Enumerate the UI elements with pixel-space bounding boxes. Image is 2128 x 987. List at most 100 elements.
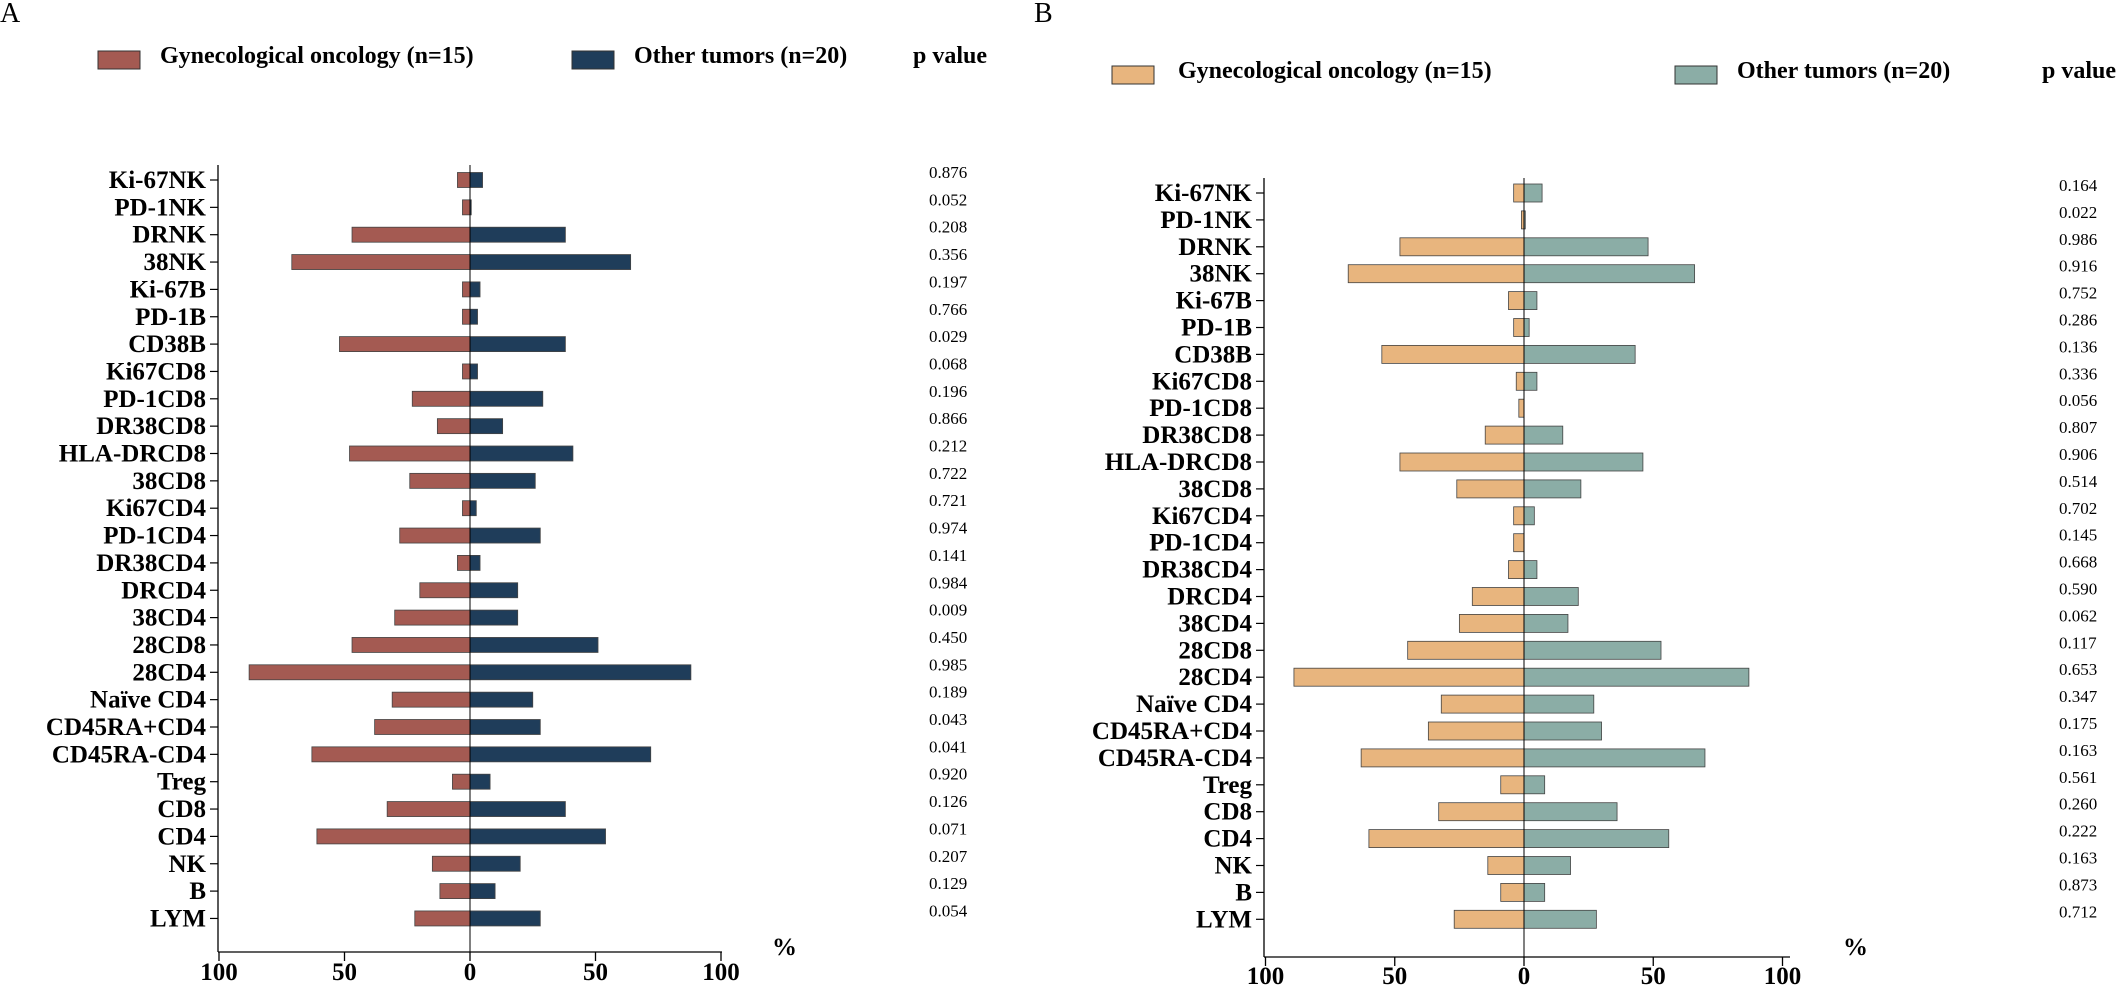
panel-b-pvalue: 0.752 [2059, 284, 2097, 303]
panel-b-x-tick-label: 50 [1382, 963, 1407, 987]
panel-b-pvalue: 0.873 [2059, 875, 2097, 894]
panel-b-category-label: CD45RA+CD4 [1092, 718, 1253, 745]
panel-b-bar-other [1523, 318, 1530, 337]
panel-b-category-label: DRCD4 [1167, 584, 1252, 611]
panel-b-bar-other [1523, 856, 1571, 875]
panel-b-pvalue: 0.260 [2059, 795, 2097, 814]
panel-b-bar-other [1523, 883, 1546, 902]
panel-b-category-label: NK [1215, 853, 1253, 880]
panel-a-bar-other [469, 472, 536, 489]
panel-a-pvalue: 0.129 [929, 874, 967, 893]
panel-a-bar-gyn [351, 637, 471, 653]
panel-b-pvalue: 0.916 [2059, 257, 2097, 276]
panel-b-pvalue: 0.145 [2059, 526, 2097, 545]
panel-a-bar-other [469, 363, 478, 380]
panel-a-category-label: Ki67CD8 [106, 358, 206, 385]
panel-b-pvalue: 0.906 [2059, 445, 2097, 464]
panel-b-bar-other [1523, 371, 1538, 391]
panel-b-category-label: B [1235, 879, 1252, 906]
panel-b-x-tick-label: 100 [1247, 963, 1285, 987]
panel-b-bar-other [1523, 344, 1636, 364]
panel-a-bar-gyn [419, 582, 471, 599]
panel-b-bar-gyn [1456, 479, 1525, 499]
panel-a-bar-other [469, 418, 504, 435]
panel-a-bar-other [469, 172, 483, 188]
panel-a-pvalue: 0.207 [929, 847, 968, 866]
panel-b-bar-gyn [1513, 183, 1525, 203]
panel-b-pvalue: 0.561 [2059, 768, 2097, 787]
panel-a-pvalue: 0.721 [929, 491, 967, 510]
panel-a-bar-other [469, 609, 519, 626]
panel-b-bar-other [1523, 667, 1750, 687]
panel-a-category-label: DRNK [132, 222, 206, 249]
panel-a-category-label: Ki-67NK [109, 167, 207, 194]
panel-a-bar-gyn [339, 336, 471, 353]
panel-a-pvalue: 0.054 [929, 901, 968, 920]
panel-a-category-label: DRCD4 [121, 577, 206, 604]
panel-a-category-label: PD-1CD8 [103, 386, 206, 413]
panel-a-x-unit: % [772, 934, 797, 961]
panel-a-pvalue: 0.126 [929, 792, 967, 811]
panel-a-bar-gyn [316, 828, 471, 845]
panel-b-pvalue: 0.807 [2059, 418, 2098, 437]
panel-b-pvalue: 0.136 [2059, 337, 2097, 356]
panel-b: B Gynecological oncology (n=15) Other tumo… [1034, 0, 2116, 987]
panel-a-bar-gyn [457, 555, 471, 571]
panel-a-bar-gyn [311, 746, 471, 763]
panel-a-pvalue: 0.197 [929, 272, 968, 291]
panel-b-bar-other [1523, 479, 1582, 499]
panel-a-bar-gyn [386, 801, 471, 817]
panel-a-bar-other [469, 281, 481, 298]
panel-a-category-label: CD38B [128, 331, 206, 358]
panel-a-bar-gyn [462, 281, 471, 298]
panel-a-category-label: 38NK [144, 249, 207, 276]
panel-b-legend-swatch-other [1674, 65, 1718, 85]
panel-a-pvalue: 0.189 [929, 683, 967, 702]
panel-b-pvalue: 0.712 [2059, 902, 2097, 921]
panel-b-bar-other [1523, 587, 1579, 606]
panel-a-pvalue: 0.068 [929, 354, 967, 373]
panel-a-pvalue-header: p value [913, 43, 987, 69]
panel-a-category-label: LYM [150, 905, 206, 932]
panel-b-pvalue: 0.056 [2059, 391, 2097, 410]
panel-a-bar-gyn [439, 883, 471, 899]
panel-b-bar-gyn [1484, 425, 1525, 445]
panel-a-bar-gyn [394, 609, 471, 626]
panel-b-category-label: LYM [1196, 906, 1252, 933]
panel-a-category-label: NK [169, 851, 207, 878]
panel-a-bar-other [469, 555, 481, 571]
panel-a-bar-other [469, 691, 534, 708]
panel-a-letter: A [0, 0, 21, 29]
panel-b-bar-other [1523, 694, 1595, 714]
panel-a-category-label: CD45RA+CD4 [46, 714, 207, 741]
panel-a-x-tick-label: 0 [464, 959, 477, 986]
panel-a-bar-gyn [349, 445, 471, 462]
panel-b-bar-other [1523, 614, 1569, 633]
panel-a-pvalue: 0.866 [929, 409, 967, 428]
panel-b-category-label: Ki67CD8 [1152, 368, 1252, 395]
panel-b-category-label: 38NK [1190, 261, 1253, 288]
panel-a-x-tick-label: 50 [583, 959, 608, 986]
panel-b-bar-gyn [1471, 587, 1525, 606]
panel-b-bar-other [1523, 909, 1597, 929]
panel-a-category-label: 28CD4 [132, 659, 206, 686]
panel-a-pvalue: 0.766 [929, 300, 967, 319]
panel-a-x-tick-label: 50 [332, 959, 357, 986]
panel-a-bar-gyn [414, 910, 471, 927]
panel-b-bar-other [1523, 291, 1538, 311]
panel-b-bar-gyn [1399, 237, 1525, 257]
panel-b-bar-gyn [1407, 640, 1525, 660]
panel-b-pvalue: 0.336 [2059, 364, 2097, 383]
panel-b-bar-gyn [1438, 802, 1525, 822]
panel-b-bar-gyn [1515, 371, 1525, 391]
panel-b-category-label: Ki-67B [1176, 288, 1252, 315]
panel-b-category-label: Ki67CD4 [1152, 503, 1253, 530]
panel-b-category-label: PD-1CD8 [1149, 395, 1252, 422]
panel-b-x-tick-label: 100 [1764, 963, 1802, 987]
panel-b-bar-gyn [1518, 398, 1525, 418]
panel-b-letter: B [1034, 0, 1053, 29]
panel-a-pvalue: 0.071 [929, 819, 967, 838]
panel-a-bar-other [469, 910, 541, 927]
panel-a-pvalue: 0.043 [929, 710, 967, 729]
